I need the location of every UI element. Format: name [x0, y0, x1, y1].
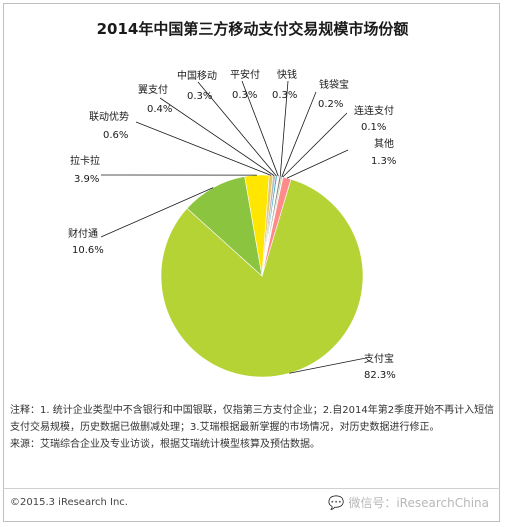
chart-frame: [3, 3, 500, 522]
pie-chart: 支付宝 82.3% 财付通 10.6% 拉卡拉 3.9% 联动优势 0.6% 翼支付 0.4% 中国…: [68, 68, 396, 381]
slice-name-label: 平安付: [230, 68, 260, 81]
leader-line: [100, 187, 214, 238]
leader-line: [279, 80, 289, 177]
footnote-text: 注释：1. 统计企业类型中不含银行和中国银联，仅指第三方支付企业；2.自2014…: [10, 405, 495, 433]
slice-value-label: 82.3%: [364, 370, 396, 381]
slice-name-label: 中国移动: [177, 69, 217, 82]
slice-name-label: 其他: [374, 137, 394, 150]
pie-slice-1: [160, 178, 364, 378]
slice-name-label: 联动优势: [89, 110, 129, 123]
slice-name-label: 钱袋宝: [319, 78, 349, 91]
leader-line: [241, 80, 279, 177]
slice-value-label: 0.3%: [272, 90, 297, 101]
leader-line: [282, 112, 348, 178]
slice-name-label: 连连支付: [354, 104, 394, 117]
slice-value-label: 0.4%: [147, 104, 172, 115]
footnotes: 注释：1. 统计企业类型中不含银行和中国银联，仅指第三方支付企业；2.自2014…: [10, 402, 496, 453]
pie-slice-2: [186, 176, 263, 277]
chart-title: 2014年中国第三方移动支付交易规模市场份额: [96, 20, 409, 38]
slice-value-label: 0.1%: [361, 122, 386, 133]
leader-line: [289, 357, 367, 374]
leader-line: [135, 121, 272, 176]
footer-divider: [3, 488, 500, 489]
leader-line: [286, 149, 349, 179]
leader-line: [281, 91, 317, 178]
source-text: 来源：艾瑞综合企业及专业访谈，根据艾瑞统计模型核算及预估数据。: [10, 439, 320, 450]
slice-name-label: 支付宝: [364, 352, 394, 365]
slice-value-label: 0.6%: [103, 130, 128, 141]
slice-value-label: 0.3%: [187, 91, 212, 102]
watermark-text: 微信号：iResearchChina: [348, 496, 489, 510]
slice-value-label: 10.6%: [72, 245, 104, 256]
slice-name-label: 快钱: [277, 68, 297, 81]
watermark: 💬 微信号：iResearchChina: [328, 494, 489, 511]
slice-name-label: 翼支付: [138, 83, 168, 96]
slice-value-label: 0.3%: [232, 90, 257, 101]
slice-value-label: 0.2%: [318, 99, 343, 110]
slice-name-label: 拉卡拉: [70, 154, 100, 167]
leader-line: [197, 81, 277, 177]
slice-value-label: 3.9%: [74, 174, 99, 185]
slice-value-label: 1.3%: [371, 156, 396, 167]
wechat-icon: 💬: [328, 496, 345, 511]
copyright-text: ©2015.3 iResearch Inc.: [10, 497, 128, 508]
slice-name-label: 财付通: [68, 227, 98, 240]
leader-line: [159, 97, 275, 177]
